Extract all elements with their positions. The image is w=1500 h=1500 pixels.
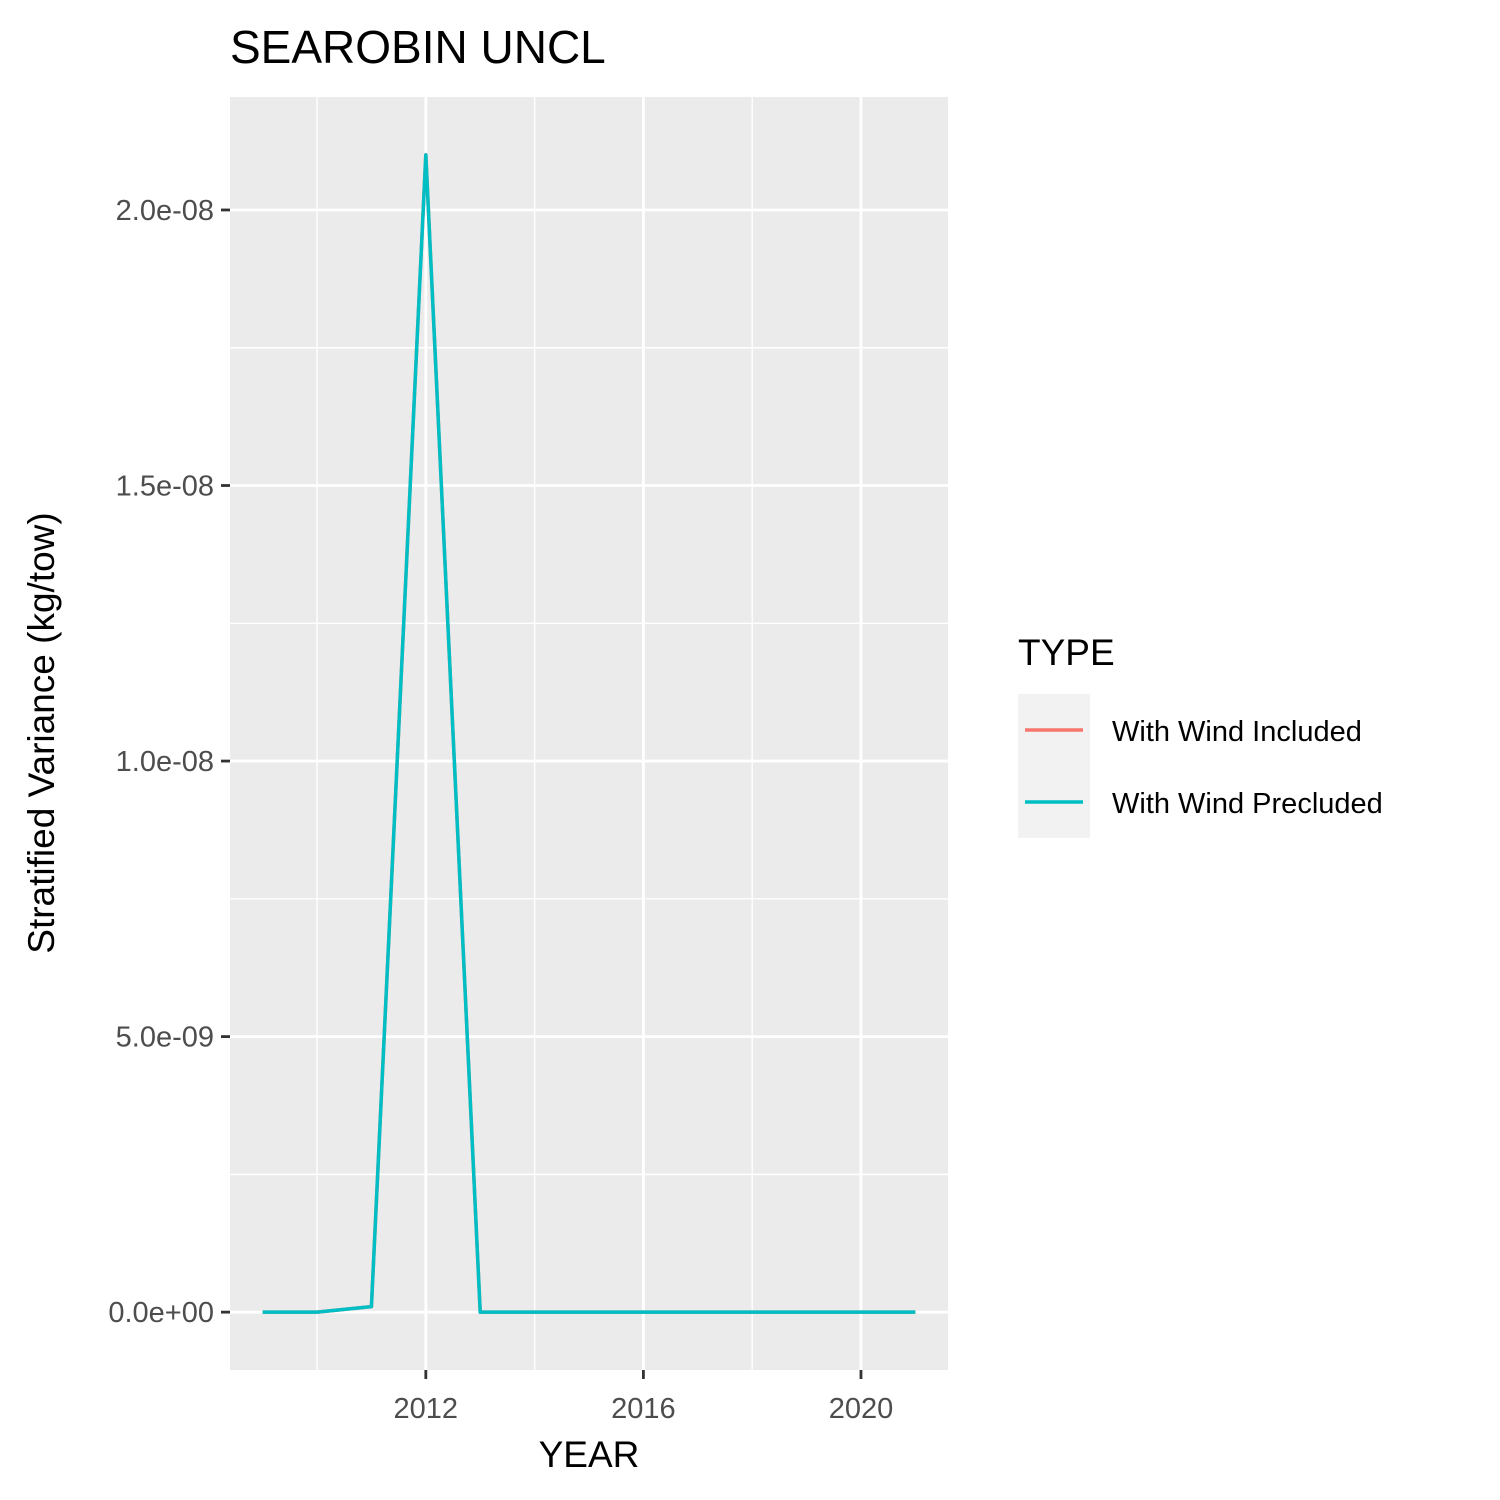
- legend-key-background: [1018, 694, 1090, 838]
- minor-gridlines: [230, 97, 948, 1370]
- major-gridlines: [230, 97, 948, 1370]
- x-tick-label: 2016: [611, 1393, 676, 1425]
- series-lines: [262, 153, 916, 1314]
- legend-label-with-wind-precluded: With Wind Precluded: [1112, 788, 1383, 820]
- y-tick-label: 2.0e-08: [116, 195, 214, 227]
- x-axis-title: YEAR: [539, 1434, 640, 1475]
- y-tick-label: 1.0e-08: [116, 746, 214, 778]
- y-axis: 0.0e+00 5.0e-09 1.0e-08 1.5e-08 2.0e-08: [108, 195, 230, 1329]
- y-axis-title: Stratified Variance (kg/tow): [21, 512, 62, 953]
- legend-title: TYPE: [1018, 632, 1115, 673]
- y-tick-label: 5.0e-09: [116, 1022, 214, 1054]
- y-tick-label: 0.0e+00: [108, 1297, 214, 1329]
- legend-label-with-wind-included: With Wind Included: [1112, 716, 1362, 748]
- series-line-with-wind-precluded: [262, 153, 916, 1314]
- chart-title: SEAROBIN UNCL: [230, 21, 606, 73]
- x-tick-label: 2012: [394, 1393, 459, 1425]
- x-axis: 2012 2016 2020: [394, 1370, 894, 1425]
- plot-panel: [230, 97, 948, 1370]
- y-tick-label: 1.5e-08: [116, 471, 214, 503]
- legend: TYPE With Wind Included With Wind Preclu…: [1018, 632, 1383, 838]
- x-tick-label: 2020: [829, 1393, 894, 1425]
